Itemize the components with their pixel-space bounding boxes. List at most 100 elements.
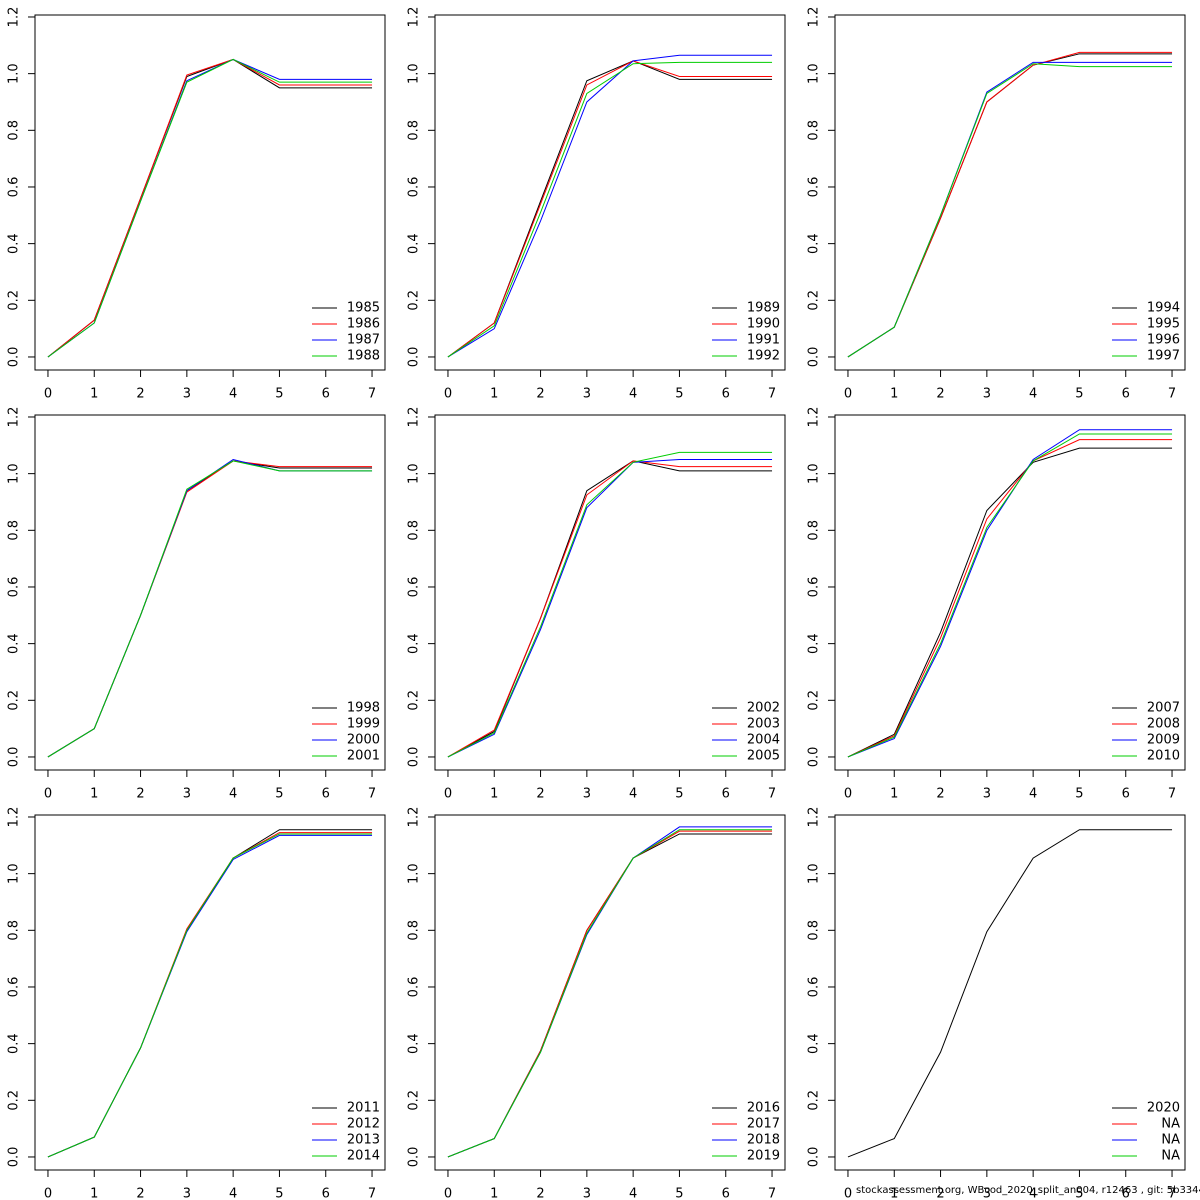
y-tick-label: 0.2 (807, 690, 822, 711)
y-tick-label: 0.4 (407, 233, 422, 254)
x-tick-label: 0 (44, 787, 52, 802)
series-line (447, 833, 773, 1158)
y-tick-label: 0.0 (407, 1147, 422, 1168)
series-line (47, 58, 373, 358)
legend-label: 2000 (347, 733, 380, 748)
x-tick-label: 2 (136, 787, 144, 802)
x-tick-label: 5 (275, 1187, 283, 1200)
series-line (47, 460, 373, 758)
x-tick-label: 2 (936, 387, 944, 402)
series-line (847, 433, 1173, 758)
legend-label: NA (1161, 1133, 1180, 1148)
x-tick-label: 1 (890, 387, 898, 402)
y-tick-label: 0.4 (7, 1033, 22, 1054)
x-tick-label: 4 (229, 1187, 237, 1200)
y-tick-label: 0.2 (7, 290, 22, 311)
plot-box (34, 14, 386, 371)
x-tick-label: 0 (844, 1187, 852, 1200)
x-tick-label: 5 (275, 787, 283, 802)
x-tick-label: 3 (183, 387, 191, 402)
series-line (447, 460, 773, 758)
x-tick-label: 6 (1122, 1187, 1130, 1200)
y-tick-label: 0.8 (807, 920, 822, 941)
y-tick-label: 1.2 (7, 407, 22, 428)
legend-label: 1985 (347, 301, 380, 316)
legend-label: 2014 (347, 1149, 380, 1164)
x-tick-label: 7 (368, 387, 376, 402)
x-tick-label: 1 (90, 387, 98, 402)
y-tick-label: 1.0 (7, 463, 22, 484)
x-tick-label: 6 (722, 1187, 730, 1200)
y-tick-label: 0.6 (807, 977, 822, 998)
legend-label: 1997 (1147, 349, 1180, 364)
y-tick-label: 0.6 (807, 177, 822, 198)
legend-label: 2020 (1147, 1101, 1180, 1116)
series-line (847, 63, 1173, 358)
y-tick-label: 1.2 (407, 7, 422, 28)
x-tick-label: 4 (1029, 387, 1037, 402)
legend-label: 2003 (747, 717, 780, 732)
x-tick-label: 2 (936, 787, 944, 802)
legend-label: 1987 (347, 333, 380, 348)
y-tick-label: 0.8 (7, 520, 22, 541)
legend-label: 2008 (1147, 717, 1180, 732)
x-tick-label: 3 (183, 1187, 191, 1200)
x-tick-label: 0 (44, 1187, 52, 1200)
legend-label: 2019 (747, 1149, 780, 1164)
y-tick-label: 0.6 (407, 577, 422, 598)
y-tick-label: 0.2 (407, 290, 422, 311)
legend-label: 1991 (747, 333, 780, 348)
series-line (447, 451, 773, 758)
x-tick-label: 4 (629, 1187, 637, 1200)
series-line (447, 826, 773, 1158)
x-tick-label: 3 (583, 387, 591, 402)
x-tick-label: 6 (322, 787, 330, 802)
x-tick-label: 5 (675, 1187, 683, 1200)
y-tick-label: 0.8 (407, 920, 422, 941)
plot-box (34, 814, 386, 1171)
x-tick-label: 3 (983, 787, 991, 802)
x-tick-label: 4 (229, 787, 237, 802)
series-line (47, 834, 373, 1158)
series-line (47, 58, 373, 358)
series-line (447, 60, 773, 358)
footer: stockassessment.org, WBcod_2020_split_an… (856, 1185, 1200, 1196)
x-tick-label: 4 (1029, 787, 1037, 802)
x-tick-label: 1 (490, 787, 498, 802)
legend-label: 2016 (747, 1101, 780, 1116)
y-tick-label: 1.2 (807, 807, 822, 828)
x-tick-label: 1 (890, 787, 898, 802)
x-tick-label: 0 (844, 787, 852, 802)
y-tick-label: 0.0 (407, 747, 422, 768)
x-tick-label: 2 (936, 1187, 944, 1200)
y-tick-label: 0.4 (807, 233, 822, 254)
legend-label: 2012 (347, 1117, 380, 1132)
legend-label: NA (1161, 1149, 1180, 1164)
x-tick-label: 3 (583, 787, 591, 802)
x-tick-label: 4 (629, 787, 637, 802)
y-tick-label: 1.2 (407, 807, 422, 828)
legend-label: 1998 (347, 701, 380, 716)
plot-box (34, 414, 386, 771)
y-tick-label: 0.8 (407, 120, 422, 141)
x-tick-label: 3 (983, 387, 991, 402)
legend-label: 1989 (747, 301, 780, 316)
x-tick-label: 0 (444, 787, 452, 802)
legend-label: 2005 (747, 749, 780, 764)
x-tick-label: 0 (844, 387, 852, 402)
y-tick-label: 0.0 (807, 747, 822, 768)
plot-box (434, 14, 786, 371)
y-tick-label: 1.2 (807, 7, 822, 28)
legend-label: 2010 (1147, 749, 1180, 764)
y-tick-label: 0.2 (7, 690, 22, 711)
legend-label: 1990 (747, 317, 780, 332)
series-line (47, 58, 373, 358)
legend-label: 1996 (1147, 333, 1180, 348)
x-tick-label: 2 (136, 1187, 144, 1200)
series-line (447, 829, 773, 1158)
x-tick-label: 1 (490, 387, 498, 402)
y-tick-label: 1.0 (7, 63, 22, 84)
x-tick-label: 0 (444, 1187, 452, 1200)
x-tick-label: 5 (1075, 787, 1083, 802)
series-line (447, 458, 773, 758)
